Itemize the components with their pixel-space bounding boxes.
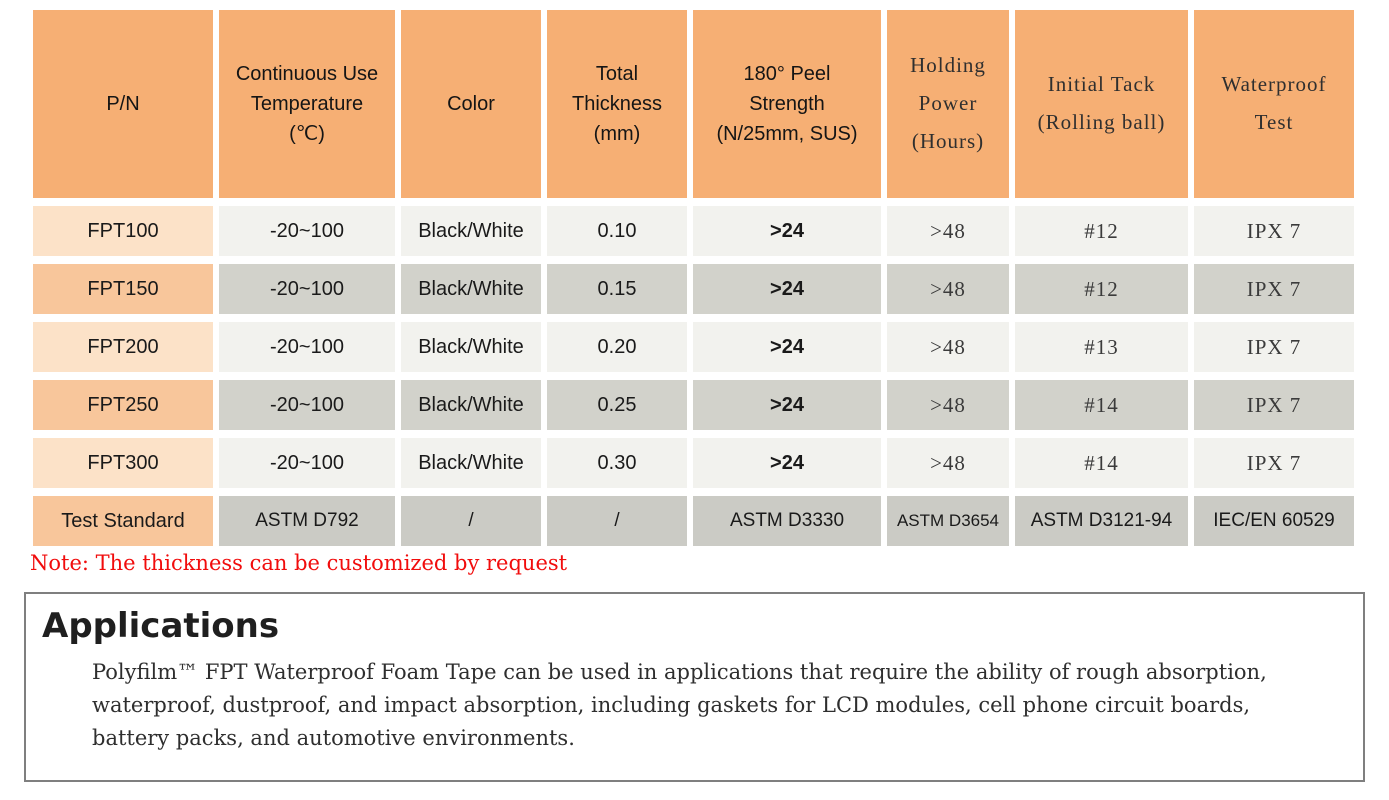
customization-note: Note: The thickness can be customized by… [30,551,568,575]
table-cell-initial-tack: #12 [1015,206,1188,256]
table-cell-peel-strength: >24 [693,438,881,488]
table-cell-color-standard: / [401,496,541,546]
table-cell-peel-strength: >24 [693,380,881,430]
table-cell-holding-standard: ASTM D3654 [887,496,1009,546]
table-cell-temperature: -20~100 [219,206,395,256]
column-header-temperature: Continuous Use Temperature (℃) [219,10,395,198]
table-cell-thickness: 0.10 [547,206,687,256]
table-cell-thickness: 0.25 [547,380,687,430]
part-number-cell: FPT100 [33,206,213,256]
table-cell-holding-power: >48 [887,322,1009,372]
column-header-color: Color [401,10,541,198]
table-cell-color: Black/White [401,322,541,372]
part-number-cell: FPT200 [33,322,213,372]
table-cell-color: Black/White [401,380,541,430]
table-cell-color: Black/White [401,206,541,256]
table-cell-waterproof-test: IPX 7 [1194,380,1354,430]
table-cell-peel-strength: >24 [693,264,881,314]
table-cell-peel-strength: >24 [693,322,881,372]
part-number-cell: FPT300 [33,438,213,488]
column-header-holding-power: Holding Power (Hours) [887,10,1009,198]
part-number-cell: Test Standard [33,496,213,546]
applications-description: Polyfilm™ FPT Waterproof Foam Tape can b… [92,660,1267,750]
applications-title: Applications [42,606,280,646]
table-cell-initial-tack: #14 [1015,438,1188,488]
table-cell-thickness: 0.15 [547,264,687,314]
table-cell-thickness: 0.30 [547,438,687,488]
table-cell-initial-tack: #12 [1015,264,1188,314]
column-header-waterproof-test: Waterproof Test [1194,10,1354,198]
table-cell-temperature: -20~100 [219,322,395,372]
table-cell-waterproof-standard: IEC/EN 60529 [1194,496,1354,546]
table-cell-temperature: -20~100 [219,264,395,314]
table-cell-waterproof-test: IPX 7 [1194,438,1354,488]
table-cell-waterproof-test: IPX 7 [1194,206,1354,256]
table-cell-holding-power: >48 [887,206,1009,256]
table-cell-temperature-standard: ASTM D792 [219,496,395,546]
table-cell-holding-power: >48 [887,380,1009,430]
table-cell-color: Black/White [401,264,541,314]
table-cell-peel-strength: >24 [693,206,881,256]
column-header-initial-tack: Initial Tack (Rolling ball) [1015,10,1188,198]
table-cell-holding-power: >48 [887,264,1009,314]
table-cell-thickness: 0.20 [547,322,687,372]
table-cell-tack-standard: ASTM D3121-94 [1015,496,1188,546]
table-cell-initial-tack: #13 [1015,322,1188,372]
table-cell-color: Black/White [401,438,541,488]
applications-section: Applications Polyfilm™ FPT Waterproof Fo… [24,592,1365,782]
column-header-thickness: Total Thickness (mm) [547,10,687,198]
table-cell-waterproof-test: IPX 7 [1194,264,1354,314]
table-cell-holding-power: >48 [887,438,1009,488]
table-cell-thickness-standard: / [547,496,687,546]
table-cell-peel-standard: ASTM D3330 [693,496,881,546]
column-header-pn: P/N [33,10,213,198]
table-cell-temperature: -20~100 [219,380,395,430]
spec-table: P/N Continuous Use Temperature (℃) Color… [33,10,1354,546]
table-cell-initial-tack: #14 [1015,380,1188,430]
column-header-peel-strength: 180° Peel Strength (N/25mm, SUS) [693,10,881,198]
table-cell-waterproof-test: IPX 7 [1194,322,1354,372]
part-number-cell: FPT250 [33,380,213,430]
part-number-cell: FPT150 [33,264,213,314]
table-cell-temperature: -20~100 [219,438,395,488]
